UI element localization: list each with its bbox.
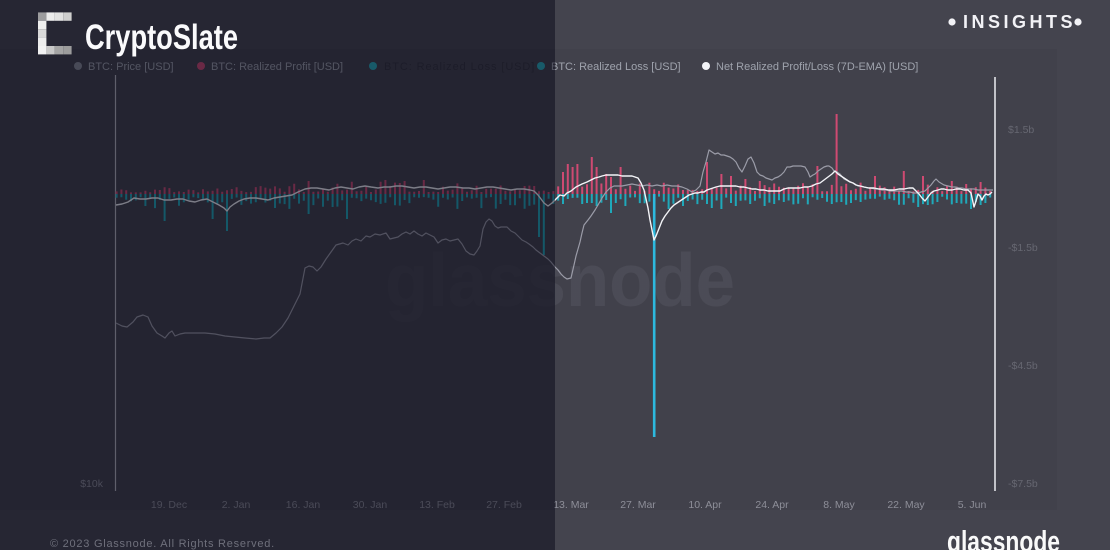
- svg-text:$1.5b: $1.5b: [1008, 124, 1034, 136]
- svg-text:-$7.5b: -$7.5b: [1008, 478, 1038, 490]
- svg-text:13. Mar: 13. Mar: [553, 499, 589, 511]
- svg-text:5. Jun: 5. Jun: [958, 499, 987, 511]
- svg-text:INSIGHTS: INSIGHTS: [963, 12, 1076, 32]
- svg-text:© 2023 Glassnode. All Rights R: © 2023 Glassnode. All Rights Reserved.: [50, 538, 275, 550]
- svg-text:-$4.5b: -$4.5b: [1008, 360, 1038, 372]
- svg-text:Net Realized Profit/Loss (7D-E: Net Realized Profit/Loss (7D-EMA) [USD]: [716, 61, 918, 73]
- svg-text:22. May: 22. May: [887, 499, 925, 511]
- svg-text:24. Apr: 24. Apr: [755, 499, 789, 511]
- svg-text:glassnode: glassnode: [947, 526, 1060, 550]
- svg-text:-$1.5b: -$1.5b: [1008, 242, 1038, 254]
- svg-text:8. May: 8. May: [823, 499, 855, 511]
- svg-text:CryptoSlate: CryptoSlate: [85, 18, 238, 57]
- svg-text:BTC: Realized Loss [USD]: BTC: Realized Loss [USD]: [551, 61, 681, 73]
- svg-text:27. Mar: 27. Mar: [620, 499, 656, 511]
- svg-text:10. Apr: 10. Apr: [688, 499, 722, 511]
